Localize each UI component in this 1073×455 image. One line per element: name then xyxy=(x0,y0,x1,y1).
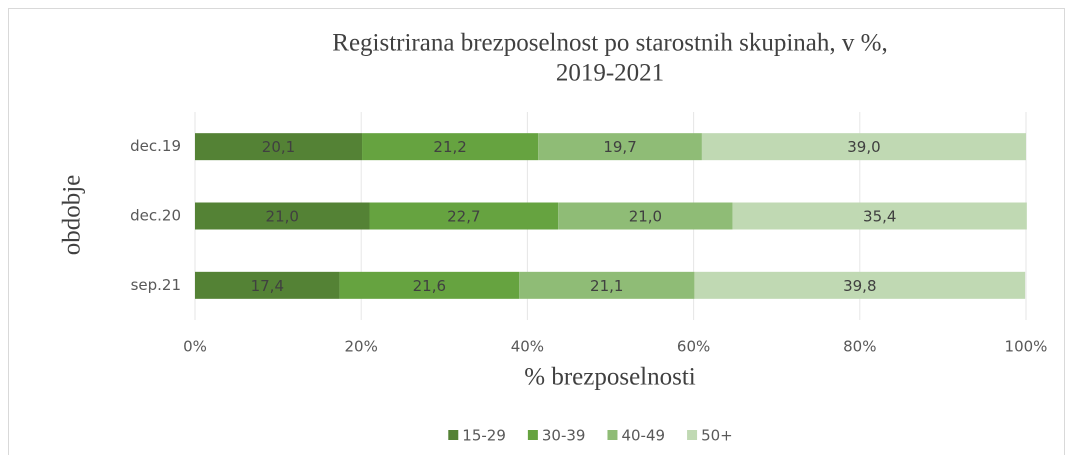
bar-segment xyxy=(362,133,539,161)
data-label: 22,7 xyxy=(447,208,480,226)
x-tick-label: 40% xyxy=(511,338,544,356)
data-label: 19,7 xyxy=(603,138,636,156)
data-label: 20,1 xyxy=(262,138,295,156)
x-axis-title: % brezposelnosti xyxy=(524,364,696,391)
bar-segment xyxy=(195,271,340,299)
x-tick-label: 0% xyxy=(183,338,207,356)
chart-title: 2019-2021 xyxy=(556,60,664,87)
data-label: 35,4 xyxy=(863,208,896,226)
data-label: 39,8 xyxy=(843,277,876,295)
bar-segment xyxy=(519,271,695,299)
chart-frame xyxy=(8,8,1065,455)
bar-segment xyxy=(732,202,1027,230)
data-label: 17,4 xyxy=(251,277,284,295)
y-tick-label: sep.21 xyxy=(131,276,181,294)
legend-swatch xyxy=(527,430,538,440)
legend-swatch xyxy=(687,430,698,440)
x-tick-label: 60% xyxy=(677,338,710,356)
y-tick-label: dec.20 xyxy=(130,207,181,225)
bar-segment xyxy=(558,202,733,230)
data-label: 21,0 xyxy=(629,208,662,226)
legend-label: 50+ xyxy=(701,427,733,445)
bar-segment xyxy=(694,271,1026,299)
legend-label: 15-29 xyxy=(462,427,506,445)
data-label: 21,0 xyxy=(266,208,299,226)
bar-segment xyxy=(369,202,559,230)
legend-swatch xyxy=(607,430,618,440)
bar-segment xyxy=(538,133,702,161)
x-tick-label: 20% xyxy=(345,338,378,356)
data-label: 21,6 xyxy=(413,277,446,295)
bar-segment xyxy=(195,133,363,161)
bar-segment xyxy=(195,202,370,230)
x-tick-label: 80% xyxy=(843,338,876,356)
legend-label: 40-49 xyxy=(621,427,665,445)
bar-segment xyxy=(701,133,1026,161)
y-tick-label: dec.19 xyxy=(130,137,181,155)
bar-segment xyxy=(339,271,520,299)
legend-label: 30-39 xyxy=(542,427,586,445)
legend-swatch xyxy=(448,430,459,440)
data-label: 21,1 xyxy=(590,277,623,295)
y-axis-title: obdobje xyxy=(59,175,86,256)
data-label: 39,0 xyxy=(847,138,880,156)
chart-title: Registrirana brezposelnost po starostnih… xyxy=(332,30,887,57)
x-tick-label: 100% xyxy=(1005,338,1048,356)
data-label: 21,2 xyxy=(433,138,466,156)
